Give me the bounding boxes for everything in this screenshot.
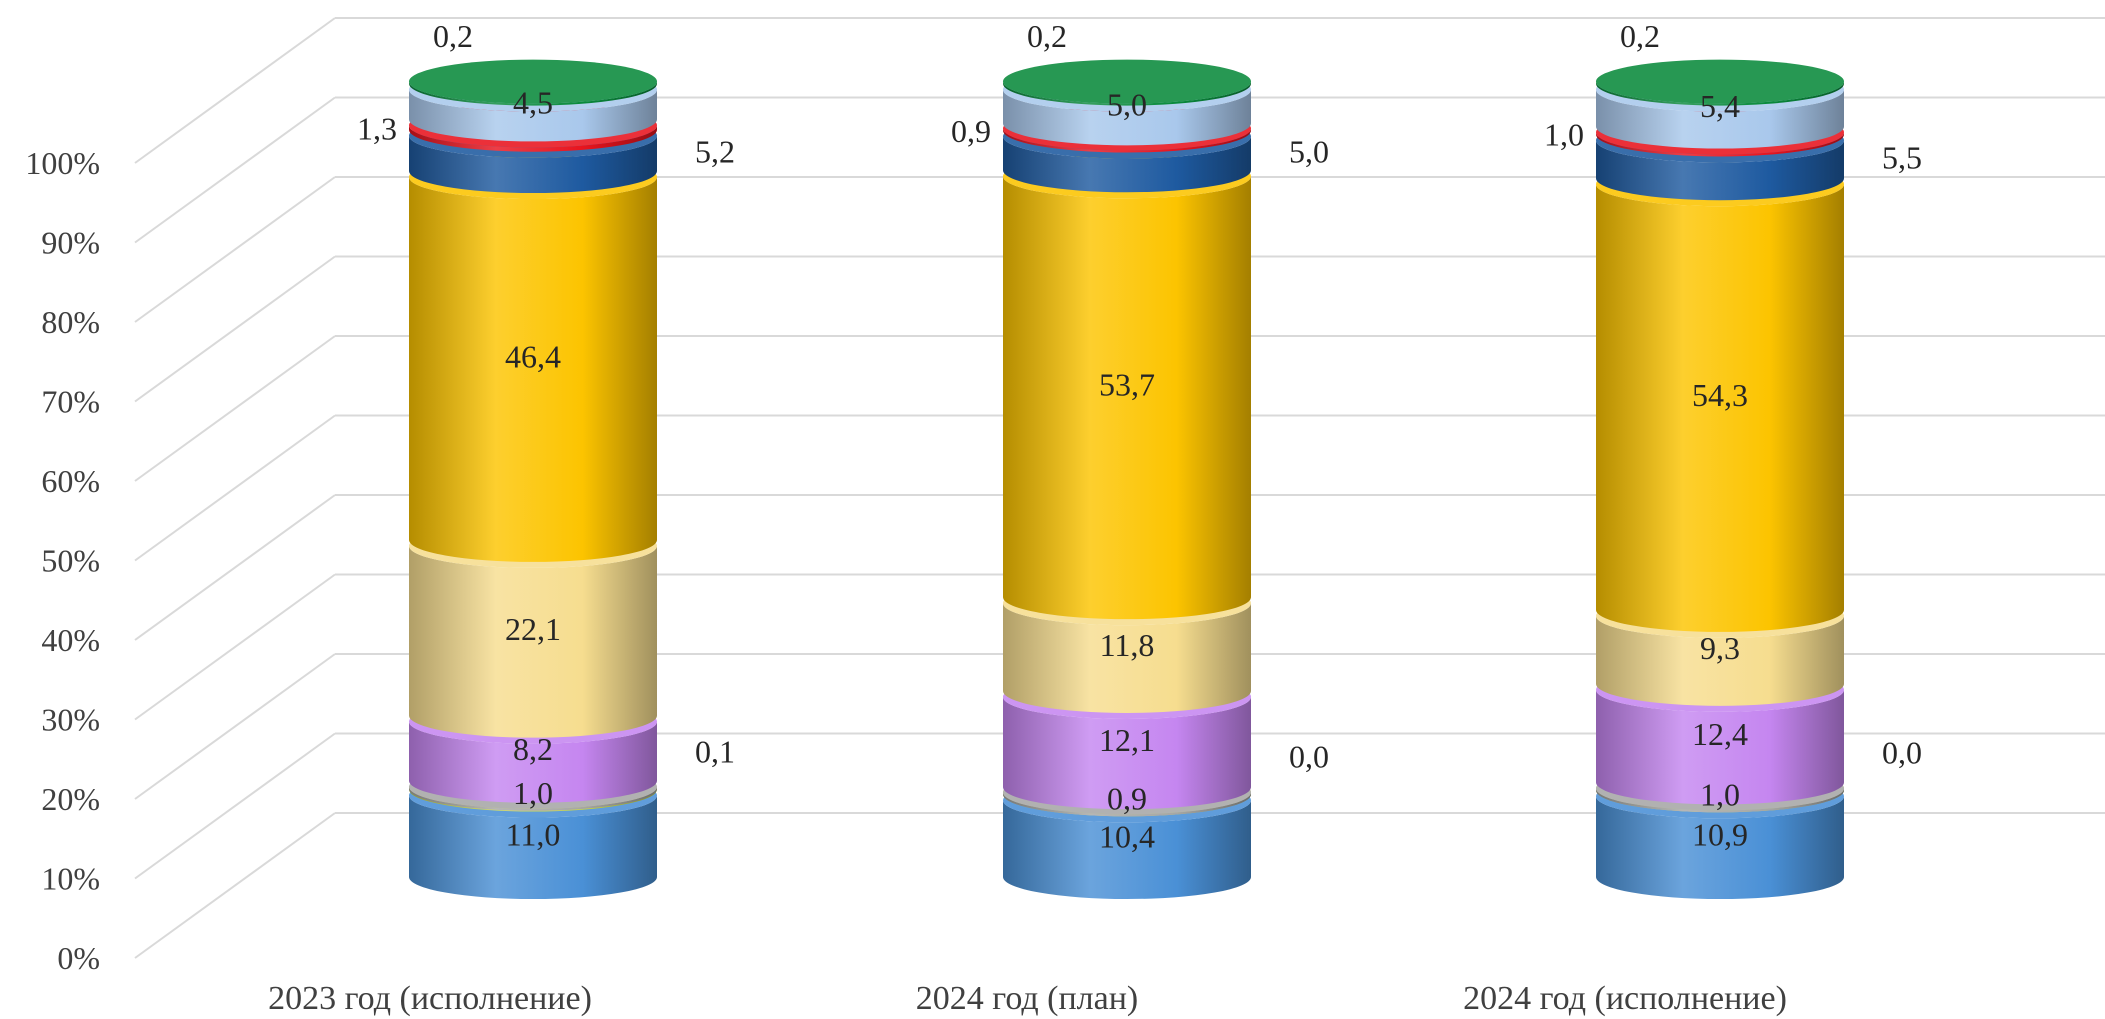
y-tick-label: 30% bbox=[41, 702, 100, 738]
data-label: 0,1 bbox=[695, 734, 735, 770]
bar-segment bbox=[409, 721, 657, 803]
gridline-depth bbox=[134, 573, 336, 721]
data-label: 1,0 bbox=[1700, 776, 1740, 812]
data-label: 5,5 bbox=[1882, 139, 1922, 175]
bar-segment bbox=[1003, 136, 1251, 193]
data-label: 22,1 bbox=[505, 611, 561, 647]
y-tick-label: 70% bbox=[41, 384, 100, 420]
cylinder-3 bbox=[1596, 59, 1844, 899]
data-label: 1,0 bbox=[513, 775, 553, 811]
category-label: 2023 год (исполнение) bbox=[268, 980, 592, 1017]
data-label: 46,4 bbox=[505, 338, 561, 374]
data-label: 10,4 bbox=[1099, 819, 1155, 855]
y-tick-label: 60% bbox=[41, 463, 100, 499]
gridline-depth bbox=[134, 653, 336, 800]
data-label: 12,1 bbox=[1099, 722, 1155, 758]
bar-segment bbox=[409, 545, 657, 738]
data-label: 0,9 bbox=[1107, 781, 1147, 817]
bar-segment bbox=[1596, 615, 1844, 706]
data-label: 1,0 bbox=[1544, 116, 1584, 152]
data-label: 53,7 bbox=[1099, 367, 1155, 403]
x-axis: 2023 год (исполнение) 2024 год (план) 2024… bbox=[268, 980, 1787, 1017]
bar-segment bbox=[1596, 140, 1844, 201]
data-label: 4,5 bbox=[513, 84, 553, 120]
data-label: 0,2 bbox=[433, 18, 473, 54]
bar-segment bbox=[409, 135, 657, 194]
cylinder-bars bbox=[409, 59, 1844, 899]
bar-segment bbox=[1596, 689, 1844, 805]
data-label: 0,2 bbox=[1027, 18, 1067, 54]
bar-segment bbox=[409, 89, 657, 142]
data-label: 0,9 bbox=[951, 113, 991, 149]
y-tick-label: 0% bbox=[57, 940, 100, 976]
data-labels: 11,0 0,1 1,0 8,2 22,1 46,4 5,2 1,3 4,5 0,2 10,4 0,0… bbox=[357, 18, 1922, 855]
gridline-depth bbox=[134, 414, 336, 562]
data-label: 9,3 bbox=[1700, 630, 1740, 666]
gridline-depth bbox=[134, 494, 336, 641]
gridline-depth bbox=[134, 812, 336, 959]
data-label: 11,0 bbox=[506, 816, 561, 852]
bar-segment bbox=[1003, 696, 1251, 810]
data-label: 0,0 bbox=[1289, 738, 1329, 774]
data-label: 5,4 bbox=[1700, 88, 1740, 124]
y-tick-label: 10% bbox=[41, 861, 100, 897]
bar-segment bbox=[1596, 184, 1844, 632]
data-label: 5,2 bbox=[695, 133, 735, 169]
y-tick-label: 50% bbox=[41, 543, 100, 579]
cylinder-1 bbox=[409, 59, 657, 899]
gridline-depth bbox=[134, 17, 336, 164]
bar-segment bbox=[1003, 603, 1251, 713]
category-label: 2024 год (план) bbox=[916, 980, 1139, 1017]
data-label: 5,0 bbox=[1107, 86, 1147, 122]
y-tick-label: 100% bbox=[25, 145, 100, 181]
bar-segment-top bbox=[409, 59, 657, 104]
bar-segment-top bbox=[1003, 59, 1251, 104]
data-label: 1,3 bbox=[357, 111, 397, 147]
bar-segment bbox=[409, 795, 657, 899]
bar-segment bbox=[1596, 89, 1844, 149]
bar-segment-top bbox=[1596, 59, 1844, 104]
data-label: 5,0 bbox=[1289, 133, 1329, 169]
bar-segment bbox=[1003, 800, 1251, 899]
y-tick-label: 20% bbox=[41, 781, 100, 817]
bar-segment bbox=[409, 177, 657, 562]
gridline-depth bbox=[134, 255, 336, 403]
data-label: 12,4 bbox=[1692, 716, 1748, 752]
gridline-depth bbox=[134, 335, 336, 482]
data-label: 11,8 bbox=[1100, 627, 1155, 663]
data-label: 0,0 bbox=[1882, 734, 1922, 770]
gridline-depth bbox=[134, 176, 336, 323]
data-label: 10,9 bbox=[1692, 817, 1748, 853]
data-label: 0,2 bbox=[1620, 18, 1660, 54]
bar-segment bbox=[1003, 89, 1251, 146]
data-label: 8,2 bbox=[513, 731, 553, 767]
data-label: 54,3 bbox=[1692, 377, 1748, 413]
bar-segment bbox=[1003, 176, 1251, 620]
y-tick-label: 80% bbox=[41, 304, 100, 340]
y-tick-label: 90% bbox=[41, 225, 100, 261]
bar-segment bbox=[1596, 796, 1844, 899]
cylinder-2 bbox=[1003, 59, 1251, 899]
bar-segment bbox=[409, 125, 657, 152]
y-axis: 0% 10% 20% 30% 40% 50% 60% 70% 80% 90% 100% bbox=[25, 145, 100, 976]
y-tick-label: 40% bbox=[41, 622, 100, 658]
gridline-depth bbox=[134, 96, 336, 244]
category-label: 2024 год (исполнение) bbox=[1463, 980, 1787, 1017]
gridline-depth bbox=[134, 732, 336, 880]
